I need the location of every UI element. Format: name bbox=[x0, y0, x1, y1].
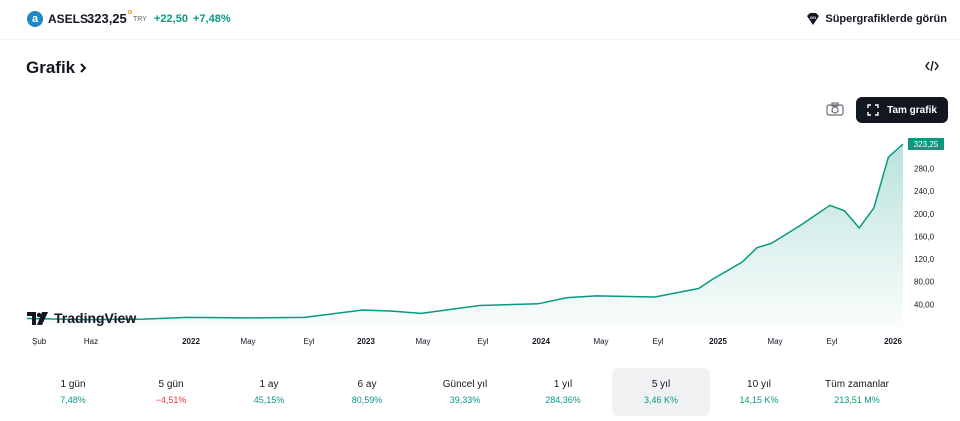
period-change-value: 45,15% bbox=[253, 395, 285, 405]
x-axis-tick-label: May bbox=[593, 337, 608, 346]
fullscreen-icon bbox=[867, 104, 879, 116]
y-axis-tick-label: 280,0 bbox=[914, 165, 935, 174]
symbol-header: a ASELS 323,25 TRY +22,50 +7,48% GO Süpe… bbox=[0, 0, 960, 40]
current-price-label: 323,25 bbox=[914, 140, 939, 149]
x-axis-tick-label: May bbox=[415, 337, 430, 346]
y-axis-tick-label: 40,00 bbox=[914, 300, 935, 309]
fullscreen-chart-button[interactable]: Tam grafik bbox=[856, 97, 948, 123]
chart-section-title-label: Grafik bbox=[26, 58, 76, 77]
x-axis-tick-label: May bbox=[240, 337, 255, 346]
x-axis-tick-label: Eyl bbox=[303, 337, 314, 346]
tradingview-watermark: TradingView bbox=[27, 310, 136, 326]
x-axis-tick-label: Eyl bbox=[826, 337, 837, 346]
price-change: +22,50 bbox=[154, 13, 188, 25]
svg-text:GO: GO bbox=[810, 15, 816, 20]
period-button[interactable]: 1 gün 7,48% bbox=[24, 368, 122, 416]
supercharts-icon: GO bbox=[807, 13, 820, 25]
period-label: 1 ay bbox=[259, 379, 279, 390]
current-price-badge bbox=[908, 138, 944, 150]
price-chart[interactable]: 280,0 240,0 200,0 160,0 120,0 80,00 40,00 323,2… bbox=[0, 130, 960, 350]
period-change-value: 3,46 K% bbox=[643, 395, 679, 405]
y-axis-tick-label: 120,0 bbox=[914, 255, 935, 264]
period-button[interactable]: Güncel yıl 39,33% bbox=[416, 368, 514, 416]
y-axis-tick-label: 160,0 bbox=[914, 232, 935, 241]
period-change-value: 14,15 K% bbox=[739, 395, 779, 405]
price-area-fill bbox=[27, 144, 903, 327]
x-axis-tick-label: Haz bbox=[84, 337, 98, 346]
y-axis-tick-label: 240,0 bbox=[914, 187, 935, 196]
x-axis-tick-label: May bbox=[767, 337, 782, 346]
period-label: 5 yıl bbox=[651, 379, 671, 390]
period-label: 5 gün bbox=[158, 379, 184, 390]
supercharts-link[interactable]: GO Süpergrafiklerde görün bbox=[806, 12, 947, 26]
period-button[interactable]: 6 ay 80,59% bbox=[318, 368, 416, 416]
period-change-value: 284,36% bbox=[545, 395, 581, 405]
y-axis-tick-label: 80,00 bbox=[914, 278, 935, 287]
performance-periods: 1 gün 7,48% 5 gün −4,51% 1 ay 45,15% 6 ay 80,59… bbox=[24, 368, 960, 416]
x-axis-tick-label: 2023 bbox=[357, 337, 375, 346]
snapshot-button[interactable] bbox=[825, 101, 845, 117]
period-label: 6 ay bbox=[357, 379, 377, 390]
period-change-value: 7,48% bbox=[60, 395, 86, 405]
x-axis-tick-label: Şub bbox=[32, 337, 47, 346]
fullscreen-chart-label: Tam grafik bbox=[887, 104, 937, 116]
x-axis-tick-label: 2024 bbox=[532, 337, 550, 346]
last-price: 323,25 bbox=[87, 11, 127, 26]
period-change-value: 39,33% bbox=[449, 395, 481, 405]
period-button[interactable]: 5 gün −4,51% bbox=[122, 368, 220, 416]
period-button[interactable]: 1 yıl 284,36% bbox=[514, 368, 612, 416]
currency-label: TRY bbox=[133, 16, 147, 23]
period-change-value: 80,59% bbox=[351, 395, 383, 405]
chevron-right-icon bbox=[80, 63, 87, 73]
x-axis-tick-label: Eyl bbox=[477, 337, 488, 346]
chart-section-title[interactable]: Grafik bbox=[26, 58, 87, 78]
price-line bbox=[26, 143, 904, 321]
period-button[interactable]: 10 yıl 14,15 K% bbox=[710, 368, 808, 416]
code-icon bbox=[925, 60, 939, 72]
period-label: 10 yıl bbox=[747, 379, 771, 390]
camera-icon bbox=[826, 102, 844, 116]
embed-code-button[interactable] bbox=[925, 60, 939, 75]
y-axis-tick-label: 200,0 bbox=[914, 210, 935, 219]
period-label: Tüm zamanlar bbox=[825, 379, 889, 390]
supercharts-link-label: Süpergrafiklerde görün bbox=[825, 13, 947, 25]
symbol-name[interactable]: ASELS bbox=[48, 12, 89, 26]
period-label: 1 yıl bbox=[553, 379, 573, 390]
price-change-percent: +7,48% bbox=[193, 13, 231, 25]
period-change-value: −4,51% bbox=[155, 395, 187, 405]
period-button[interactable]: Tüm zamanlar 213,51 M% bbox=[808, 368, 906, 416]
x-axis-tick-label: 2022 bbox=[182, 337, 200, 346]
company-logo: a bbox=[27, 11, 43, 27]
period-change-value: 213,51 M% bbox=[834, 395, 880, 405]
tradingview-logo-icon bbox=[27, 311, 48, 325]
period-button[interactable]: 1 ay 45,15% bbox=[220, 368, 318, 416]
tradingview-watermark-label: TradingView bbox=[54, 310, 137, 326]
period-label: Güncel yıl bbox=[442, 379, 488, 390]
period-button[interactable]: 5 yıl 3,46 K% bbox=[612, 368, 710, 416]
x-axis-tick-label: 2026 bbox=[884, 337, 902, 346]
market-status-dot-icon bbox=[128, 10, 132, 14]
period-label: 1 gün bbox=[60, 379, 86, 390]
x-axis-tick-label: 2025 bbox=[709, 337, 727, 346]
x-axis-tick-label: Eyl bbox=[652, 337, 663, 346]
